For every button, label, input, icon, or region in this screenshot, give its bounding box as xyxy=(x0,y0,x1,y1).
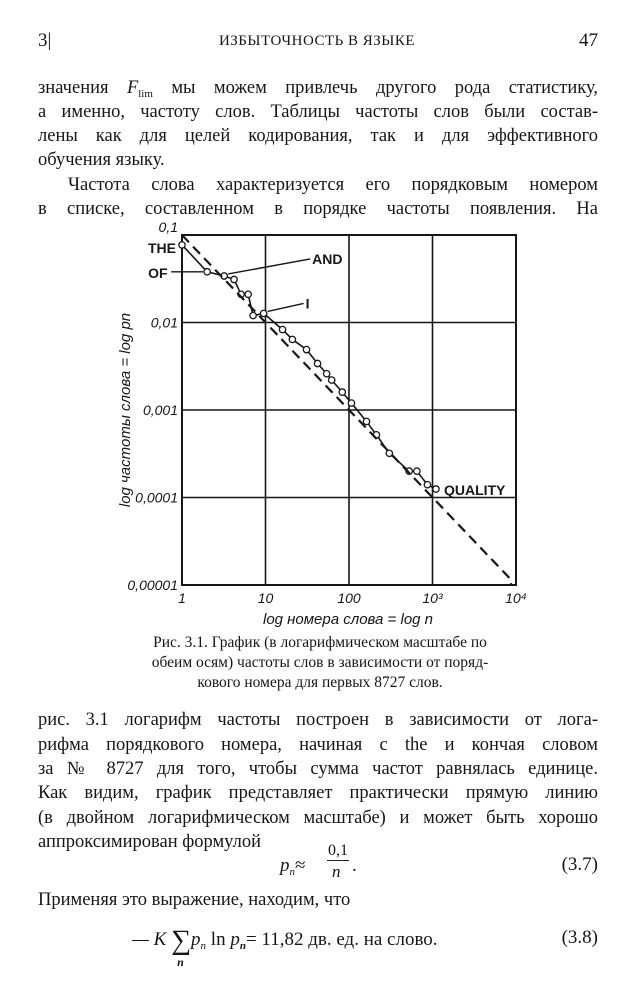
y-tick-label: 0,01 xyxy=(151,315,178,331)
x-tick-label: 1 xyxy=(178,590,186,606)
y-tick-label: 0,00001 xyxy=(127,577,178,593)
data-point xyxy=(244,290,253,299)
x-tick-label: 10 xyxy=(258,590,274,606)
equation-3-7: pn≈ 0,1 n . xyxy=(280,842,357,881)
data-point xyxy=(413,467,421,476)
data-point xyxy=(322,369,331,378)
data-point xyxy=(362,417,371,426)
data-point xyxy=(347,399,356,407)
text-line: аппроксимирован формулой xyxy=(38,832,261,852)
data-point xyxy=(338,388,347,396)
data-point xyxy=(259,309,268,318)
y-tick-label: 0,1 xyxy=(159,220,178,235)
equation-label: (3.7) xyxy=(561,854,598,875)
data-point xyxy=(178,241,186,249)
caption-line: Рис. 3.1. График (в логарифмическом масш… xyxy=(153,634,487,651)
text-line: в списке, составленном в порядке частоты… xyxy=(38,199,598,219)
data-point xyxy=(302,345,311,354)
running-title: ИЗБЫТОЧНОСТЬ В ЯЗЫКЕ xyxy=(218,33,416,49)
x-tick-label: 10⁴ xyxy=(505,590,527,606)
equation-3-8: — K ∑ n pn ln pn= 11,82 дв. ед. на слово. xyxy=(132,925,438,969)
data-point xyxy=(278,325,287,334)
data-point xyxy=(423,480,432,489)
y-tick-label: 0,001 xyxy=(143,402,178,418)
text-line: Применяя это выражение, находим, что xyxy=(38,890,351,910)
text-line: Частота слова характеризуется его порядк… xyxy=(68,175,598,195)
text-line: (в двойном логарифмическом масштабе) и м… xyxy=(38,808,598,828)
data-point xyxy=(230,275,238,284)
x-axis-label: log номера слова = log n xyxy=(263,611,433,628)
annotation-leader xyxy=(267,302,304,313)
data-point xyxy=(327,376,336,384)
y-tick-label: 0,0001 xyxy=(135,490,178,506)
section-number: 3| xyxy=(38,30,52,51)
y-axis-label: log частоты слова = log pn xyxy=(117,313,134,507)
text-line: лены как для целей кодирования, так и дл… xyxy=(38,126,598,146)
text-line: за № 8727 для того, чтобы сумма частот р… xyxy=(38,759,598,779)
data-point xyxy=(203,267,211,276)
caption-line: обеим осям) частоты слов в зависимости о… xyxy=(151,654,489,671)
text-line: обучения языку. xyxy=(38,150,165,170)
annotation-label: AND xyxy=(312,251,342,267)
text-line: Как видим, график представляет практичес… xyxy=(38,783,598,803)
text-line: рис. 3.1 логарифм частоты построен в зав… xyxy=(38,710,598,730)
x-tick-label: 10³ xyxy=(422,590,443,606)
dashed-approximation-line xyxy=(181,234,513,585)
data-point xyxy=(288,335,297,344)
annotation-label: THE xyxy=(148,240,176,256)
data-point xyxy=(385,449,394,458)
data-point xyxy=(432,485,440,493)
annotation-label: I xyxy=(306,295,310,311)
text-line: рифма порядкового номера, начиная с the … xyxy=(38,735,598,755)
data-point xyxy=(249,311,257,320)
text-line: значения Flim мы можем привлечь другого … xyxy=(38,78,598,100)
caption-line: кового номера для первых 8727 слов. xyxy=(197,674,443,691)
annotation-leader xyxy=(228,258,311,275)
text-line: а именно, частоту слов. Таблицы частоты … xyxy=(38,102,598,122)
annotation-label: QUALITY xyxy=(444,482,506,498)
equation-label: (3.8) xyxy=(561,927,598,948)
data-point xyxy=(313,359,322,368)
x-tick-label: 100 xyxy=(337,590,361,606)
annotation-label: OF xyxy=(148,265,168,281)
page-number: 47 xyxy=(579,30,598,51)
zipf-chart: 1 10 100 10³ 10⁴ 0,1 0,01 0,001 0,0001 0,00001 TH… xyxy=(117,220,527,628)
